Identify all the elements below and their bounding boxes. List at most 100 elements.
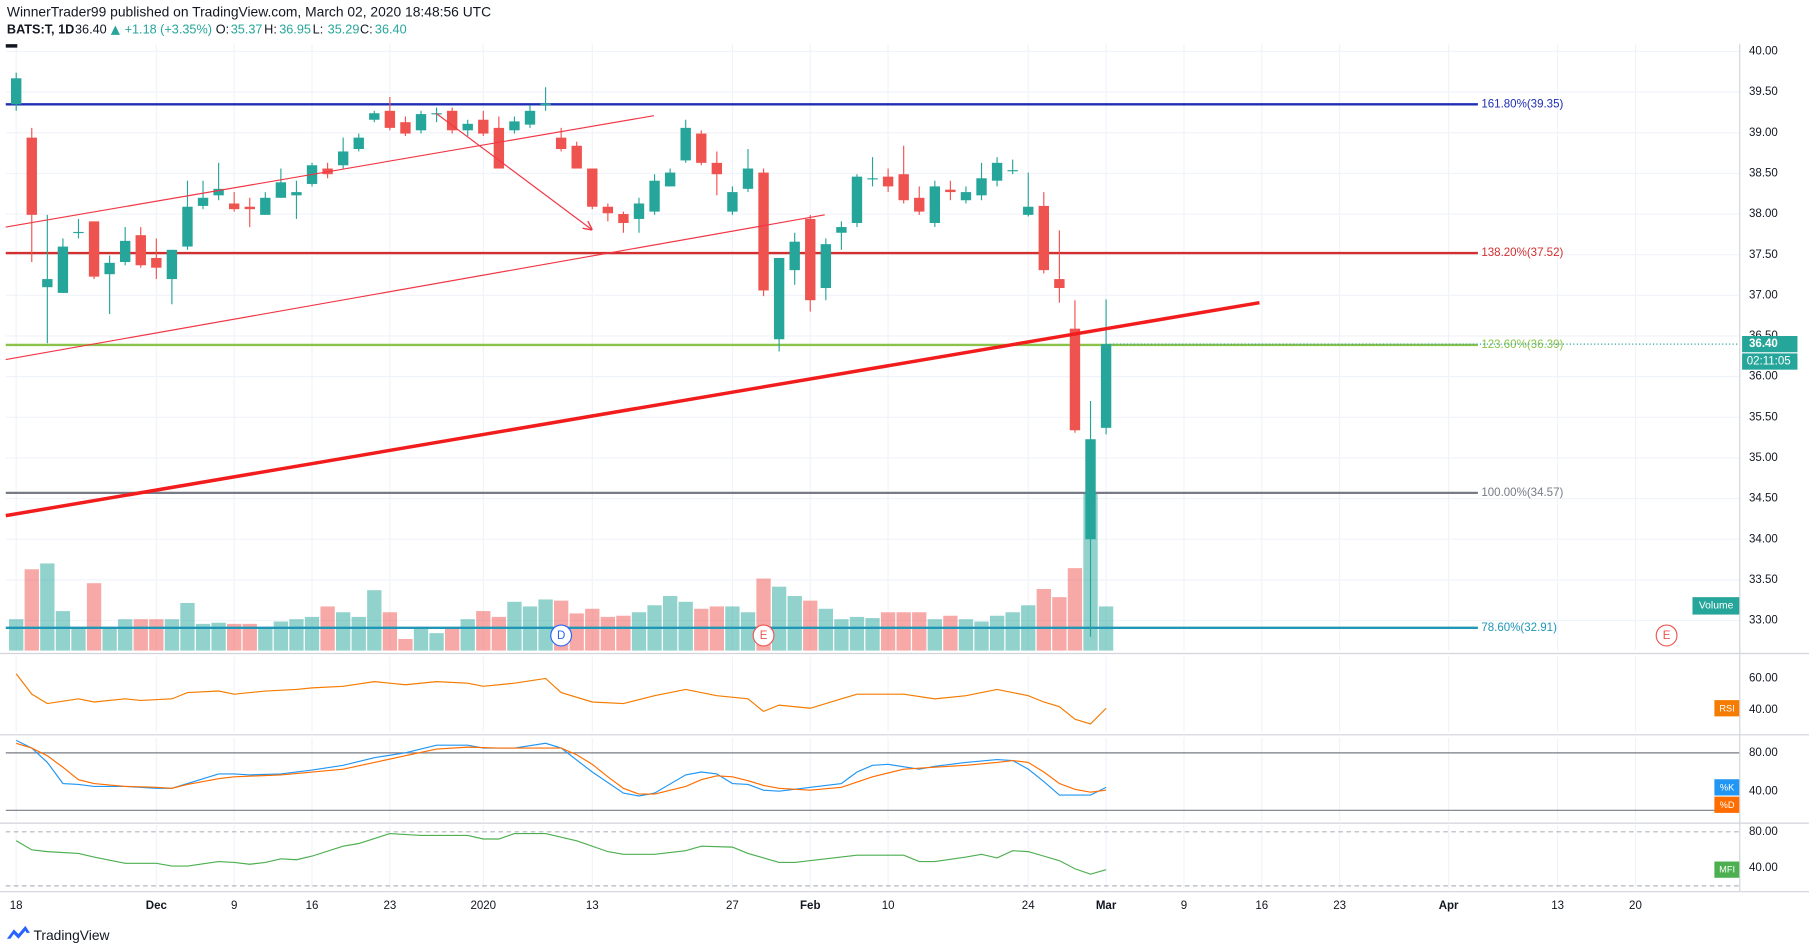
candle-body: [244, 206, 255, 210]
volume-bar: [429, 633, 444, 651]
candle-body: [88, 221, 100, 277]
volume-bar: [40, 563, 55, 651]
candle-body: [602, 206, 614, 214]
volume-bar: [336, 612, 351, 651]
x-tick-label: 9: [1181, 900, 1187, 912]
volume-bar: [818, 608, 833, 651]
volume-bar: [678, 601, 693, 651]
candle-body: [851, 176, 863, 223]
volume-bar: [413, 628, 429, 651]
volume-bar: [912, 612, 927, 651]
indicator-line: [15, 833, 1107, 875]
candle-body: [649, 180, 660, 212]
volume-bar: [974, 621, 989, 651]
volume-bar: [9, 619, 24, 651]
candle-body: [1007, 170, 1018, 172]
legend-label: MFI: [1719, 865, 1735, 875]
y-tick-label: 80.00: [1749, 826, 1778, 838]
legend-box: [1714, 861, 1740, 878]
brand: TradingView: [33, 927, 110, 943]
candle-body: [57, 246, 69, 293]
fib-label: 161.80%(39.35): [1481, 98, 1563, 110]
candle-body: [415, 114, 427, 131]
x-tick-label: 16: [306, 900, 319, 912]
volume-bar: [958, 619, 974, 651]
candle-body: [446, 110, 458, 131]
ohlc-value: 36.95: [279, 22, 311, 37]
event-marker[interactable]: [752, 624, 775, 647]
x-tick-label: 23: [383, 900, 396, 912]
candle-body: [1069, 328, 1081, 431]
x-tick-label: 13: [586, 900, 599, 912]
candle-body: [929, 186, 941, 223]
candle-body: [758, 172, 769, 291]
y-tick-label: 40.00: [1749, 704, 1778, 716]
volume-bar: [86, 583, 102, 651]
volume-bar: [585, 608, 600, 651]
x-tick-label: 23: [1333, 900, 1346, 912]
volume-bar: [133, 619, 148, 651]
candle-body: [945, 189, 956, 193]
last-price-box: [1742, 335, 1798, 353]
x-tick-label: 27: [726, 900, 739, 912]
volume-bar: [491, 616, 507, 651]
candle-body: [1085, 439, 1096, 540]
volume-bar: [616, 615, 631, 651]
volume-bar: [351, 616, 366, 651]
event-marker[interactable]: [550, 624, 573, 647]
candle-body: [166, 249, 178, 280]
ohlc-label: H:: [264, 22, 277, 37]
y-tick-label: 40.00: [1749, 862, 1778, 874]
x-tick-label: 18: [10, 900, 23, 912]
x-tick-label: 20: [1629, 900, 1642, 912]
volume-bar: [1067, 568, 1083, 651]
volume-bar: [367, 590, 382, 651]
ohlc-value: 35.29: [328, 22, 360, 37]
volume-bar: [787, 595, 802, 651]
trendline: [5, 214, 825, 361]
volume-bar: [865, 618, 880, 651]
candle-body: [509, 121, 520, 131]
volume-bar: [834, 619, 849, 651]
candle-body: [960, 192, 972, 201]
volume-bar: [896, 612, 911, 651]
volume-bar: [382, 612, 398, 651]
candle-body: [820, 244, 832, 289]
x-tick-label: Feb: [800, 900, 820, 912]
fib-label: 100.00%(34.57): [1481, 487, 1563, 499]
candle-body: [260, 197, 271, 215]
volume-bar: [164, 619, 180, 651]
ohlc-label: O:: [216, 22, 229, 37]
candle-body: [1054, 279, 1065, 289]
footer: TradingView: [6, 925, 111, 943]
legend-box: [1714, 779, 1740, 796]
candle-body: [462, 123, 473, 131]
legend-box: [1714, 796, 1740, 813]
volume-bar: [289, 619, 304, 651]
x-tick-label: 16: [1255, 900, 1268, 912]
ohlc-label: C:: [360, 22, 373, 37]
candle-body: [664, 172, 676, 187]
candle-body: [727, 192, 738, 212]
volume-bar: [71, 628, 86, 651]
y-tick-label: 60.00: [1749, 673, 1778, 685]
candle-body: [337, 151, 349, 166]
x-tick-label: 9: [231, 900, 237, 912]
volume-bar: [118, 619, 133, 651]
event-marker[interactable]: [1655, 624, 1678, 647]
volume-bar: [803, 600, 818, 651]
candle-body: [493, 127, 505, 169]
y-tick-label: 35.00: [1749, 452, 1778, 464]
y-tick-label: 39.50: [1749, 86, 1778, 98]
volume-bar: [880, 612, 896, 651]
candle-body: [73, 231, 84, 234]
candle-body: [369, 113, 380, 120]
fib-label: 123.60%(36.39): [1481, 339, 1563, 351]
y-tick-label: 39.00: [1749, 127, 1778, 139]
volume-bar: [600, 616, 616, 651]
y-tick-label: 37.50: [1749, 249, 1778, 261]
candle-body: [353, 137, 364, 150]
candle-body: [42, 279, 53, 288]
candle-body: [555, 137, 567, 150]
